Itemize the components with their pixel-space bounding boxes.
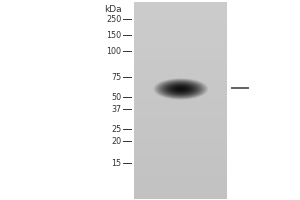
Text: 75: 75	[111, 72, 122, 82]
Text: 100: 100	[106, 46, 122, 55]
Text: 20: 20	[111, 136, 122, 146]
Text: 250: 250	[106, 15, 122, 23]
Text: 50: 50	[111, 92, 122, 102]
Text: 150: 150	[106, 30, 122, 40]
Text: 25: 25	[111, 124, 122, 134]
Text: 15: 15	[111, 158, 122, 168]
Text: kDa: kDa	[104, 4, 122, 14]
Text: 37: 37	[111, 105, 122, 114]
